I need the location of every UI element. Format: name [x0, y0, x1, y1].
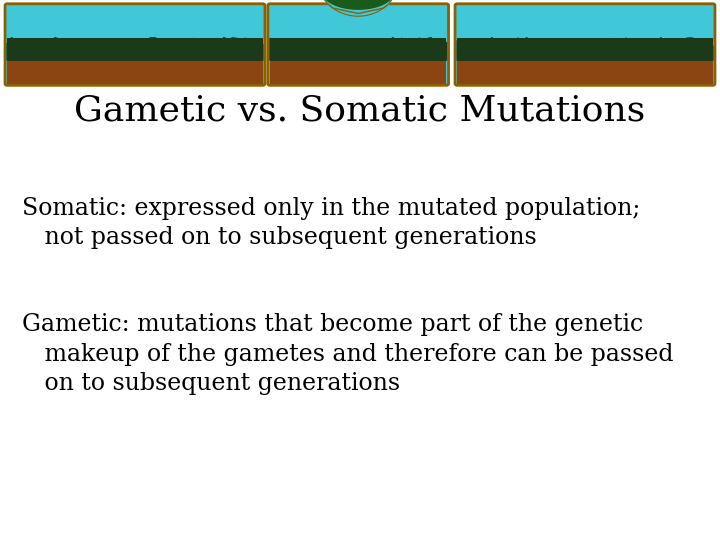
Bar [7, 5, 263, 84]
Bar [7, 60, 263, 84]
Bar [7, 38, 263, 60]
Bar [270, 38, 446, 60]
Text: Gametic: mutations that become part of the genetic
   makeup of the gametes and : Gametic: mutations that become part of t… [22, 313, 673, 395]
FancyBboxPatch shape [455, 4, 715, 85]
Text: Somatic: expressed only in the mutated population;
   not passed on to subsequen: Somatic: expressed only in the mutated p… [22, 197, 640, 249]
FancyBboxPatch shape [5, 4, 265, 85]
Polygon shape [319, 0, 397, 16]
Bar [457, 38, 713, 60]
Polygon shape [7, 38, 263, 60]
Polygon shape [457, 37, 713, 60]
Text: Gametic vs. Somatic Mutations: Gametic vs. Somatic Mutations [74, 94, 646, 127]
Bar [457, 5, 713, 84]
Bar [270, 5, 446, 84]
Polygon shape [270, 38, 446, 60]
FancyBboxPatch shape [268, 4, 449, 85]
Bar [270, 60, 446, 84]
Bar [457, 60, 713, 84]
Polygon shape [330, 5, 387, 22]
Polygon shape [323, 0, 394, 9]
